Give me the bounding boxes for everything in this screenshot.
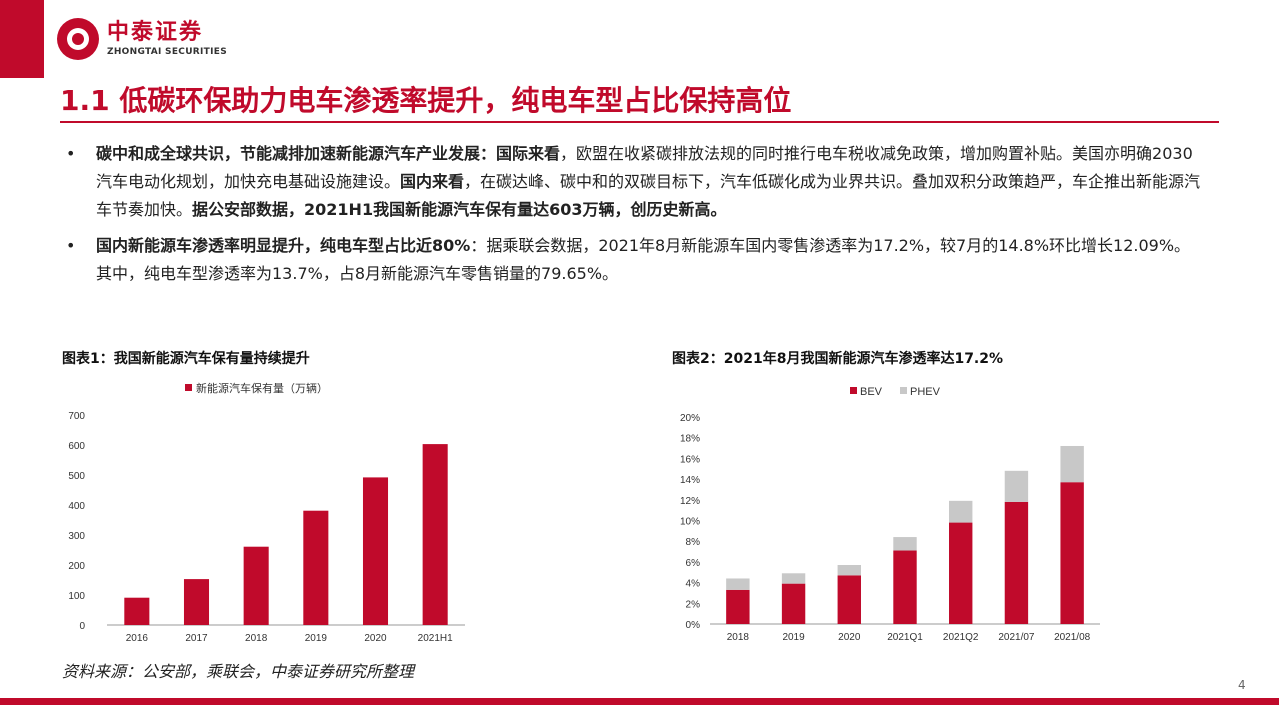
x-tick-label: 2020 [838,632,861,643]
bar-phev-2018 [726,578,750,590]
chart2-penetration-stacked-bar-chart: BEV PHEV 0% 2% 4% 6% 8% 10% 12% 14% 16% 18% 20% 2018 2… [680,386,1100,643]
y-tick-label: 700 [68,411,85,422]
bullet-text: ：据乘联会数据，2021年8月新能源车国内零售渗透率为17.2%，较7月的14.… [96,236,1191,283]
chart1-title: 图表1：我国新能源汽车保有量持续提升 [62,351,310,367]
source-note: 资料来源：公安部，乘联会，中泰证券研究所整理 [62,662,415,681]
y-tick-label: 8% [686,537,701,548]
bullet-dot-icon: • [66,236,76,255]
y-tick-label: 10% [680,517,700,528]
x-tick-label: 2019 [782,632,805,643]
bullet-bold-text: 据公安部数据，2021H1我国新能源汽车保有量达603万辆，创历史新高。 [192,200,727,219]
bullet-bold-text: 碳中和成全球共识，节能减排加速新能源汽车产业发展： [96,144,497,163]
y-tick-label: 18% [680,434,700,445]
legend-label: 新能源汽车保有量（万辆） [196,381,328,395]
y-tick-label: 400 [68,501,85,512]
y-tick-label: 2% [686,599,701,610]
bar-2021H1 [422,444,448,625]
bullet-bold-text: 国际来看 [496,144,561,163]
bar-2018 [243,546,269,625]
page-number: 4 [1238,678,1246,692]
y-tick-label: 0% [686,620,701,631]
x-tick-label: 2020 [364,633,387,644]
x-tick-label: 2018 [245,633,268,644]
bar-phev-2020 [837,565,861,576]
chart2-title: 图表2：2021年8月我国新能源汽车渗透率达17.2% [672,351,1004,367]
y-tick-label: 600 [68,441,85,452]
y-tick-label: 100 [68,591,85,602]
y-tick-label: 14% [680,475,700,486]
y-tick-label: 16% [680,454,700,465]
zhongtai-logo-icon [57,18,99,60]
bar-bev-2018 [726,589,750,624]
bar-bev-2021/08 [1060,482,1084,624]
slide-title: 1.1 低碳环保助力电车渗透率提升，纯电车型占比保持高位 [60,84,792,117]
x-tick-label: 2021H1 [418,633,453,644]
bottom-accent-bar [0,698,1279,705]
bullet-text: ，在碳达峰、碳中和的双碳目标下，汽车低碳化成为业界共识。叠加双积分政策趋严，车企… [96,172,1201,219]
legend-label: BEV [860,386,883,398]
bullet-item: • 碳中和成全球共识，节能减排加速新能源汽车产业发展：国际来看，欧盟在收紧碳排放法… [66,140,1206,224]
y-tick-label: 300 [68,531,85,542]
x-tick-label: 2016 [126,633,149,644]
bar-bev-2019 [781,583,806,624]
bar-phev-2021/08 [1060,445,1084,483]
x-tick-label: 2017 [185,633,208,644]
x-tick-label: 2018 [727,632,750,643]
x-tick-label: 2019 [305,633,328,644]
legend-swatch [850,387,857,394]
bar-bev-2021Q2 [949,522,973,624]
x-tick-label: 2021/07 [998,632,1035,643]
bar-bev-2021Q1 [893,550,917,624]
bar-phev-2021Q2 [949,500,973,523]
y-tick-label: 200 [68,561,85,572]
y-tick-label: 12% [680,496,700,507]
bar-bev-2021/07 [1004,501,1029,624]
x-tick-label: 2021Q2 [943,632,979,643]
y-tick-label: 20% [680,413,700,424]
bullet-bold-text: 国内来看 [400,172,465,191]
y-tick-label: 0 [79,621,85,632]
bar-2016 [124,597,150,625]
title-divider [60,121,1219,123]
bullet-list: • 碳中和成全球共识，节能减排加速新能源汽车产业发展：国际来看，欧盟在收紧碳排放法… [66,140,1206,296]
bullet-bold-text: 国内新能源车渗透率明显提升，纯电车型占比近80% [96,236,471,255]
legend-swatch [185,384,192,391]
zhongtai-logo: 中泰证券 ZHONGTAI SECURITIES [57,16,227,62]
bullet-dot-icon: • [66,144,76,163]
y-tick-label: 4% [686,579,701,590]
logo-english-name: ZHONGTAI SECURITIES [107,47,227,57]
bar-bev-2020 [837,575,861,624]
y-tick-label: 500 [68,471,85,482]
x-tick-label: 2021/08 [1054,632,1091,643]
corner-accent-bar [0,0,44,78]
x-tick-label: 2021Q1 [887,632,923,643]
bar-phev-2021Q1 [893,537,917,551]
bar-phev-2019 [781,573,806,584]
bullet-item: • 国内新能源车渗透率明显提升，纯电车型占比近80%：据乘联会数据，2021年8月… [66,232,1206,288]
y-tick-label: 6% [686,558,701,569]
bar-2017 [183,579,210,625]
bar-2020 [362,477,389,625]
legend-label: PHEV [910,386,941,398]
bar-2019 [303,510,329,625]
chart1-vehicle-stock-bar-chart: 新能源汽车保有量（万辆） 0 100 200 300 400 500 600 700 2016 20… [68,381,465,644]
bar-phev-2021/07 [1004,470,1029,502]
legend-swatch [900,387,907,394]
logo-chinese-name: 中泰证券 [107,20,204,45]
bullet-text: ，欧盟在收紧碳排放法规的同时推行电车税收减免政策，增加购置补贴。美国亦明确203… [96,144,1193,191]
